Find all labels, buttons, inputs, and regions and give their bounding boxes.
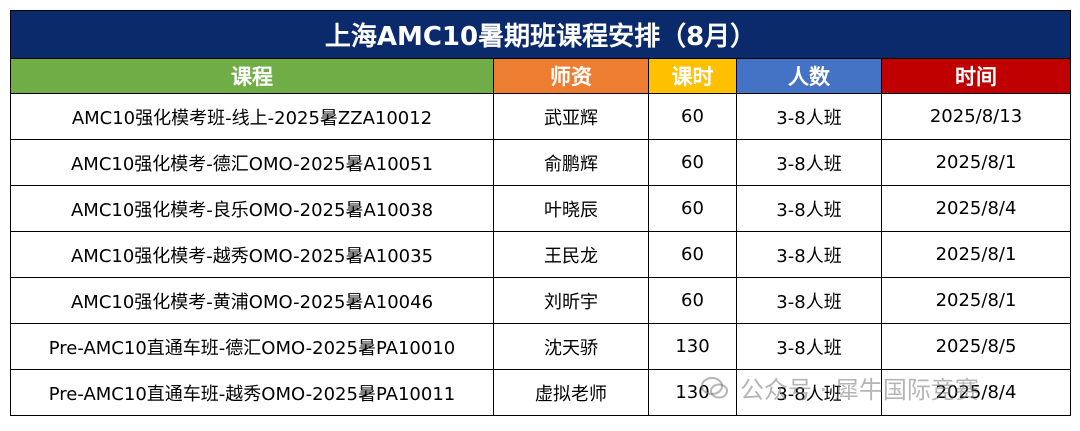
date-cell: 2025/8/1 bbox=[880, 139, 1072, 186]
table-body: AMC10强化模考班-线上-2025暑ZZA10012 武亚辉 60 3-8人班 202… bbox=[10, 93, 1072, 416]
header-row: 课程 师资 课时 人数 时间 bbox=[10, 58, 1072, 94]
course-cell: Pre-AMC10直通车班-德汇OMO-2025暑PA10010 bbox=[10, 323, 494, 370]
course-cell: AMC10强化模考班-线上-2025暑ZZA10012 bbox=[10, 93, 494, 140]
hours-cell: 60 bbox=[648, 185, 737, 232]
table-row: AMC10强化模考班-线上-2025暑ZZA10012 武亚辉 60 3-8人班 202… bbox=[10, 93, 1072, 140]
class-size-cell: 3-8人班 bbox=[736, 323, 882, 370]
date-cell: 2025/8/4 bbox=[880, 369, 1072, 416]
class-size-cell: 3-8人班 bbox=[736, 185, 882, 232]
date-cell: 2025/8/13 bbox=[880, 93, 1072, 140]
table-row: Pre-AMC10直通车班-德汇OMO-2025暑PA10010 沈天骄 130 3-… bbox=[10, 323, 1072, 370]
date-cell: 2025/8/1 bbox=[880, 231, 1072, 278]
table-row: Pre-AMC10直通车班-越秀OMO-2025暑PA10011 虚拟老师 130 3… bbox=[10, 369, 1072, 416]
date-cell: 2025/8/4 bbox=[880, 185, 1072, 232]
course-cell: AMC10强化模考-德汇OMO-2025暑A10051 bbox=[10, 139, 494, 186]
hours-cell: 130 bbox=[648, 369, 737, 416]
class-size-cell: 3-8人班 bbox=[736, 231, 882, 278]
date-cell: 2025/8/1 bbox=[880, 277, 1072, 324]
schedule-table-wrapper: 上海AMC10暑期班课程安排（8月） 课程 师资 课时 人数 时间 AMC10强化模考班… bbox=[9, 10, 1072, 416]
hours-cell: 60 bbox=[648, 139, 737, 186]
hours-cell: 60 bbox=[648, 277, 737, 324]
teacher-cell: 沈天骄 bbox=[493, 323, 649, 370]
title-row: 上海AMC10暑期班课程安排（8月） bbox=[9, 10, 1072, 59]
column-header: 师资 bbox=[493, 58, 649, 94]
table-row: AMC10强化模考-良乐OMO-2025暑A10038 叶晓辰 60 3-8人班 202… bbox=[10, 185, 1072, 232]
column-header: 人数 bbox=[736, 58, 882, 94]
teacher-cell: 叶晓辰 bbox=[493, 185, 649, 232]
table-row: AMC10强化模考-黄浦OMO-2025暑A10046 刘昕宇 60 3-8人班 202… bbox=[10, 277, 1072, 324]
class-size-cell: 3-8人班 bbox=[736, 139, 882, 186]
course-cell: Pre-AMC10直通车班-越秀OMO-2025暑PA10011 bbox=[10, 369, 494, 416]
course-cell: AMC10强化模考-黄浦OMO-2025暑A10046 bbox=[10, 277, 494, 324]
course-cell: AMC10强化模考-越秀OMO-2025暑A10035 bbox=[10, 231, 494, 278]
teacher-cell: 王民龙 bbox=[493, 231, 649, 278]
class-size-cell: 3-8人班 bbox=[736, 369, 882, 416]
hours-cell: 60 bbox=[648, 93, 737, 140]
teacher-cell: 刘昕宇 bbox=[493, 277, 649, 324]
hours-cell: 60 bbox=[648, 231, 737, 278]
date-cell: 2025/8/5 bbox=[880, 323, 1072, 370]
column-header: 时间 bbox=[880, 58, 1072, 94]
teacher-cell: 俞鹏辉 bbox=[493, 139, 649, 186]
schedule-table: 上海AMC10暑期班课程安排（8月） 课程 师资 课时 人数 时间 AMC10强化模考班… bbox=[9, 10, 1072, 416]
hours-cell: 130 bbox=[648, 323, 737, 370]
course-cell: AMC10强化模考-良乐OMO-2025暑A10038 bbox=[10, 185, 494, 232]
table-row: AMC10强化模考-德汇OMO-2025暑A10051 俞鹏辉 60 3-8人班 202… bbox=[10, 139, 1072, 186]
column-header: 课时 bbox=[648, 58, 737, 94]
class-size-cell: 3-8人班 bbox=[736, 277, 882, 324]
class-size-cell: 3-8人班 bbox=[736, 93, 882, 140]
table-title: 上海AMC10暑期班课程安排（8月） bbox=[9, 10, 1072, 59]
teacher-cell: 虚拟老师 bbox=[493, 369, 649, 416]
column-header: 课程 bbox=[10, 58, 494, 94]
teacher-cell: 武亚辉 bbox=[493, 93, 649, 140]
table-row: AMC10强化模考-越秀OMO-2025暑A10035 王民龙 60 3-8人班 202… bbox=[10, 231, 1072, 278]
